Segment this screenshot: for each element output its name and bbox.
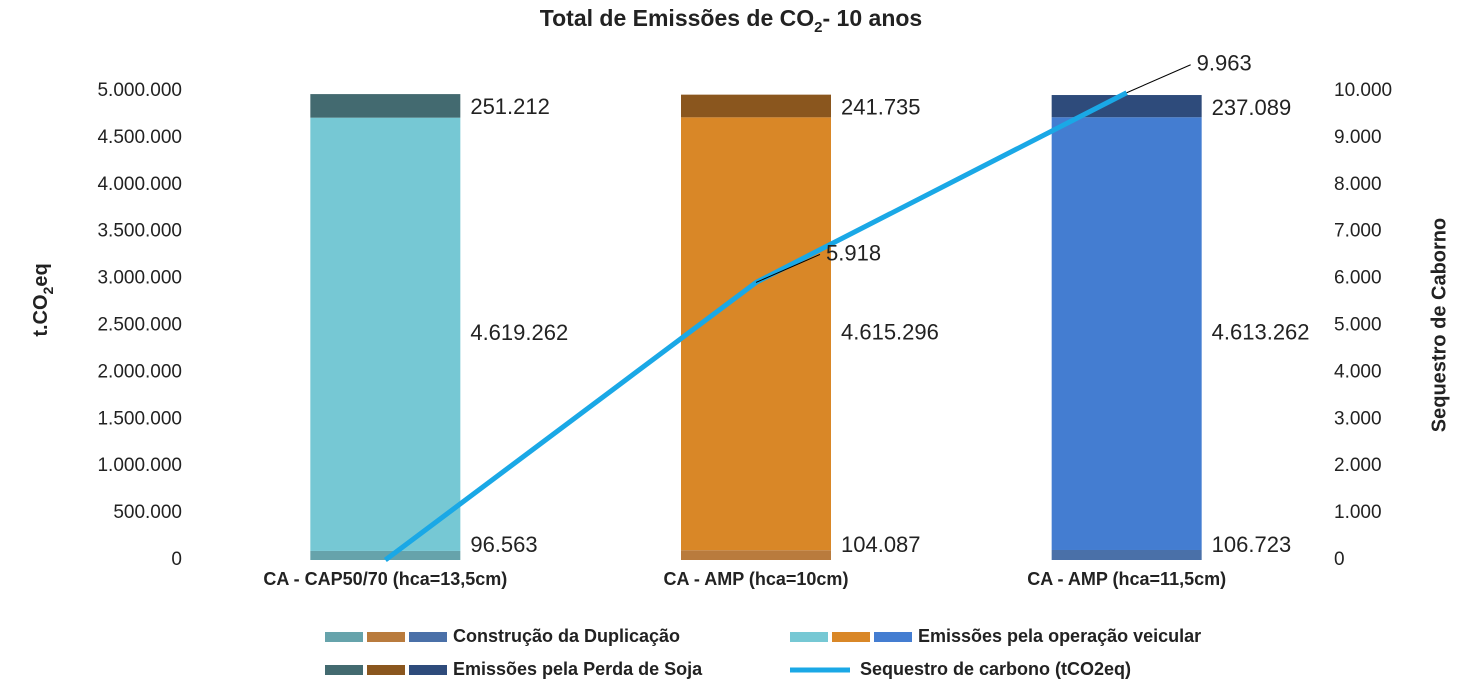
data-label: 237.089: [1212, 95, 1292, 120]
line: [383, 90, 1128, 563]
y2-tick-label: 9.000: [1334, 127, 1382, 148]
label-part: eq: [30, 263, 52, 286]
bar-segment: [310, 94, 461, 118]
y2-tick-label: 6.000: [1334, 268, 1382, 289]
y-tick-label: 2.000.000: [97, 361, 182, 382]
legend-swatch: [790, 632, 828, 642]
y-tick-label: 1.000.000: [97, 455, 182, 476]
data-label: 9.963: [1197, 51, 1252, 76]
legend-swatch: [367, 665, 405, 675]
bar-segment: [1051, 549, 1202, 560]
y-tick-label: 5.000.000: [97, 80, 182, 101]
data-label: 96.563: [470, 532, 537, 557]
y2-tick-label: 8.000: [1334, 174, 1382, 195]
data-label: 5.918: [826, 240, 881, 265]
y2-tick-label: 5.000: [1334, 315, 1382, 336]
y2-tick-label: 10.000: [1334, 80, 1392, 101]
bar-segment: [1051, 95, 1202, 118]
y-tick-label: 500.000: [113, 502, 182, 523]
legend-swatch: [409, 665, 447, 675]
title-part: - 10 anos: [823, 5, 923, 31]
y-tick-label: 1.500.000: [97, 408, 182, 429]
leader-line: [1126, 64, 1191, 94]
legend-swatch: [409, 632, 447, 642]
data-label: 104.087: [841, 532, 921, 557]
legend-label: Emissões pela Perda de Soja: [453, 659, 703, 679]
y-tick-label: 4.500.000: [97, 127, 182, 148]
legend-label: Sequestro de carbono (tCO2eq): [860, 659, 1131, 679]
legend-swatch: [325, 665, 363, 675]
y-tick-label: 2.500.000: [97, 315, 182, 336]
data-label: 4.613.262: [1212, 319, 1310, 344]
y2-axis-title: Sequestro de Caborno: [1428, 218, 1450, 432]
bar-segment: [1051, 117, 1202, 550]
data-label: 4.615.296: [841, 320, 939, 345]
y-axis-title: t.CO2eq: [30, 263, 55, 336]
legend-label: Construção da Duplicação: [453, 626, 680, 646]
bar-segment: [681, 94, 831, 118]
y-tick-label: 0: [171, 549, 182, 570]
y-tick-label: 3.000.000: [97, 268, 182, 289]
y2-tick-label: 3.000: [1334, 408, 1382, 429]
chart-title: Total de Emissões de CO2- 10 anos: [540, 5, 922, 36]
legend-swatch: [367, 632, 405, 642]
y-tick-label: 4.000.000: [97, 174, 182, 195]
legend-swatch: [874, 632, 912, 642]
x-tick-label: CA - AMP (hca=11,5cm): [1027, 569, 1226, 589]
x-tick-label: CA - CAP50/70 (hca=13,5cm): [263, 569, 507, 589]
y2-tick-label: 2.000: [1334, 455, 1382, 476]
legend-swatch: [832, 632, 870, 642]
legend-swatch: [325, 632, 363, 642]
title-part: Total de Emissões de CO: [540, 5, 814, 31]
y2-tick-label: 1.000: [1334, 502, 1382, 523]
bar-segment: [681, 550, 831, 560]
y2-tick-label: 0: [1334, 549, 1345, 570]
x-tick-label: CA - AMP (hca=10cm): [664, 569, 849, 589]
data-label: 241.735: [841, 94, 921, 119]
y-tick-label: 3.500.000: [97, 221, 182, 242]
bar-segment: [310, 117, 461, 551]
leader-line: [755, 253, 821, 283]
bar-segment: [681, 117, 831, 551]
data-label: 106.723: [1212, 532, 1292, 557]
bar-segment: [310, 550, 461, 560]
data-label: 4.619.262: [470, 320, 568, 345]
y2-tick-label: 4.000: [1334, 361, 1382, 382]
label-part: t.CO: [30, 294, 52, 336]
y2-tick-label: 7.000: [1334, 221, 1382, 242]
title-sub: 2: [814, 19, 822, 36]
label-sub: 2: [40, 286, 56, 294]
data-label: 251.212: [470, 94, 550, 119]
legend-label: Emissões pela operação veicular: [918, 626, 1201, 646]
